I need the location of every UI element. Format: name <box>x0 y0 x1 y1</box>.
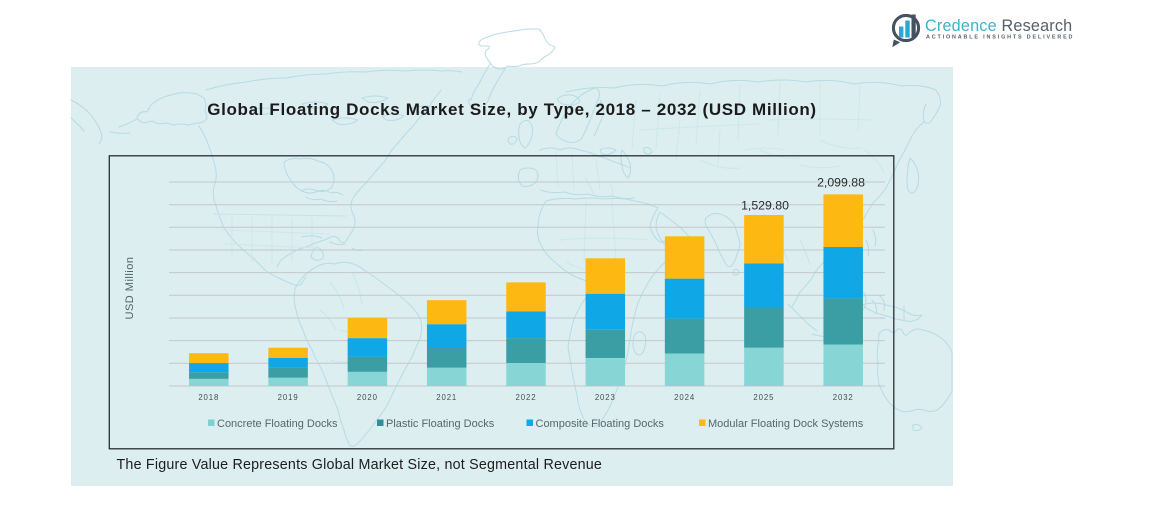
svg-text:2032: 2032 <box>833 393 854 402</box>
svg-text:USD Million: USD Million <box>124 257 136 320</box>
svg-text:2023: 2023 <box>595 393 616 402</box>
svg-text:Global Floating Docks Market S: Global Floating Docks Market Size, by Ty… <box>207 100 816 119</box>
svg-text:1,529.80: 1,529.80 <box>741 199 789 213</box>
svg-text:2,099.88: 2,099.88 <box>817 176 865 190</box>
svg-text:2025: 2025 <box>753 393 774 402</box>
svg-text:2021: 2021 <box>436 393 457 402</box>
svg-text:Credence Research: Credence Research <box>925 17 1072 35</box>
svg-text:The Figure Value Represents Gl: The Figure Value Represents Global Marke… <box>117 457 603 473</box>
svg-text:2019: 2019 <box>278 393 299 402</box>
svg-text:2024: 2024 <box>674 393 695 402</box>
svg-text:Composite Floating Docks: Composite Floating Docks <box>536 418 665 430</box>
svg-text:Modular Floating Dock Systems: Modular Floating Dock Systems <box>708 418 864 430</box>
svg-text:ACTIONABLE INSIGHTS DELIVERED: ACTIONABLE INSIGHTS DELIVERED <box>926 35 1074 41</box>
svg-text:2020: 2020 <box>357 393 378 402</box>
svg-text:2018: 2018 <box>198 393 219 402</box>
svg-text:Plastic Floating Docks: Plastic Floating Docks <box>386 418 495 430</box>
svg-text:Concrete Floating Docks: Concrete Floating Docks <box>217 418 338 430</box>
svg-text:2022: 2022 <box>516 393 537 402</box>
